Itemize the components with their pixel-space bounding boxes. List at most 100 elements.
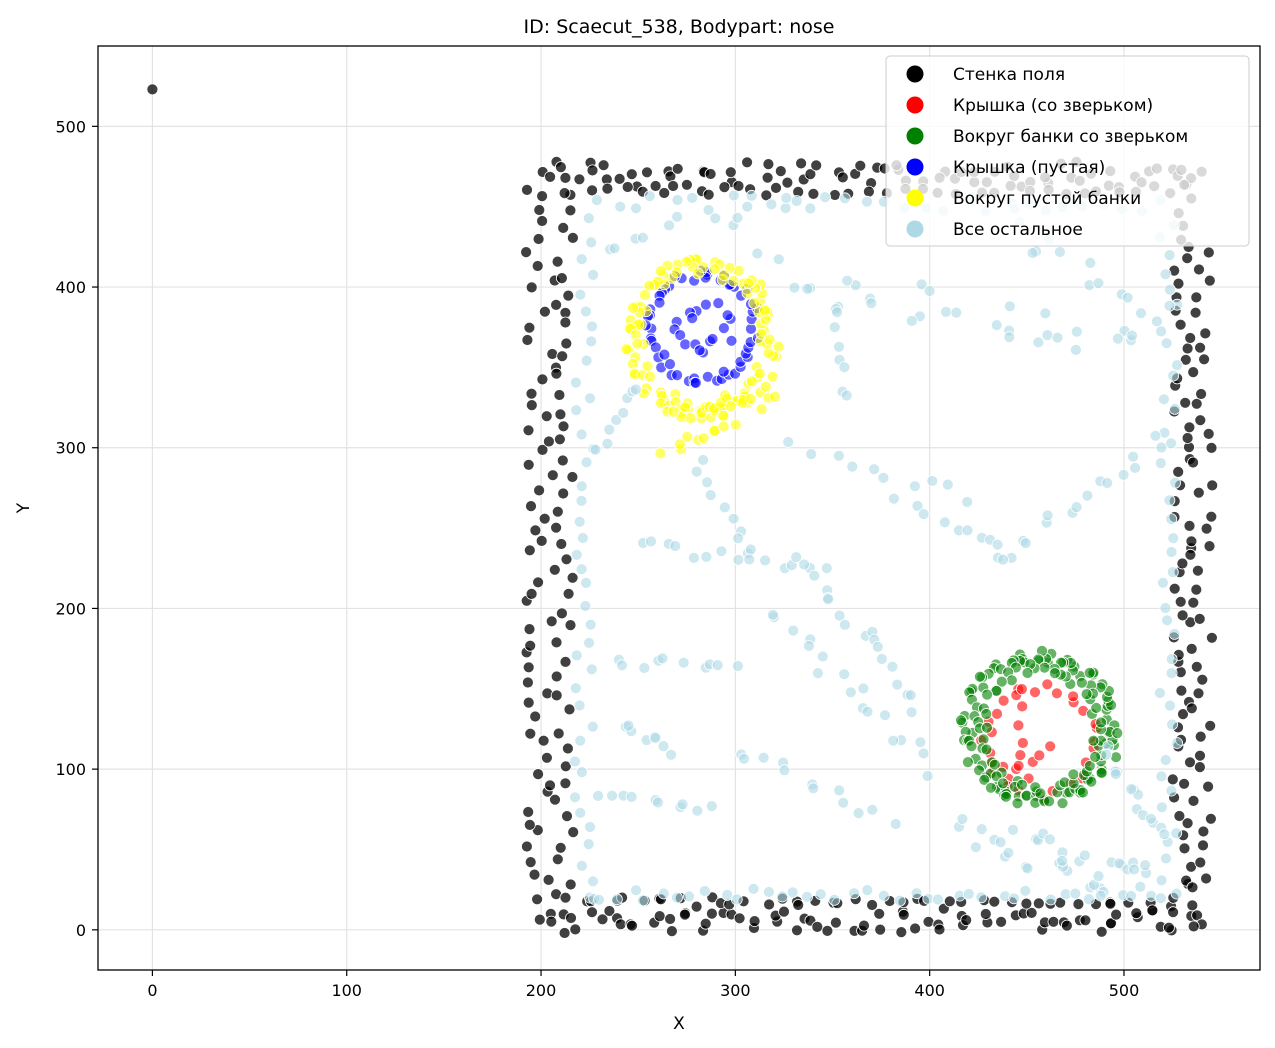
scatter-point bbox=[524, 639, 537, 652]
scatter-point bbox=[1011, 797, 1024, 810]
scatter-point bbox=[562, 742, 574, 755]
scatter-point bbox=[570, 649, 583, 662]
scatter-point bbox=[1083, 667, 1096, 679]
scatter-point bbox=[681, 430, 694, 443]
scatter-point bbox=[833, 449, 845, 462]
scatter-point bbox=[1019, 537, 1032, 550]
scatter-point bbox=[778, 764, 791, 777]
scatter-point bbox=[576, 766, 588, 778]
scatter-point bbox=[525, 588, 538, 600]
scatter-point bbox=[1205, 441, 1218, 454]
scatter-point bbox=[840, 389, 853, 402]
scatter-point bbox=[1165, 784, 1178, 797]
scatter-point bbox=[1171, 359, 1183, 372]
scatter-point bbox=[560, 553, 573, 566]
scatter-point bbox=[1164, 699, 1176, 712]
scatter-point bbox=[523, 544, 536, 557]
scatter-point bbox=[1104, 897, 1117, 910]
scatter-point bbox=[556, 350, 569, 363]
scatter-point bbox=[1184, 756, 1196, 769]
scatter-point bbox=[1185, 535, 1198, 548]
scatter-point bbox=[981, 688, 993, 701]
scatter-point bbox=[772, 253, 785, 266]
scatter-point bbox=[1056, 855, 1069, 867]
scatter-point bbox=[649, 180, 662, 192]
scatter-point bbox=[910, 887, 923, 900]
scatter-point bbox=[1187, 795, 1200, 807]
scatter-point bbox=[559, 891, 572, 904]
scatter-point bbox=[1177, 708, 1189, 720]
scatter-point bbox=[656, 652, 669, 665]
scatter-point bbox=[1205, 510, 1218, 523]
legend-label: Стенка поля bbox=[953, 65, 1065, 85]
scatter-point bbox=[805, 448, 818, 461]
scatter-point bbox=[665, 748, 677, 761]
scatter-point bbox=[1171, 737, 1183, 749]
scatter-point bbox=[626, 919, 638, 932]
scatter-point bbox=[708, 263, 721, 276]
scatter-point bbox=[1032, 336, 1045, 349]
scatter-point bbox=[833, 340, 845, 353]
scatter-point bbox=[523, 623, 536, 635]
scatter-point bbox=[980, 743, 993, 756]
scatter-point bbox=[1200, 522, 1213, 535]
scatter-point bbox=[658, 187, 671, 199]
scatter-point bbox=[544, 170, 556, 183]
scatter-point bbox=[1012, 759, 1025, 772]
scatter-point bbox=[788, 281, 801, 294]
scatter-point bbox=[828, 894, 841, 906]
scatter-point bbox=[674, 329, 687, 342]
scatter-point bbox=[1202, 780, 1214, 793]
x-tick-label: 100 bbox=[331, 981, 362, 1000]
scatter-point bbox=[586, 720, 599, 733]
scatter-point bbox=[921, 770, 934, 782]
scatter-point bbox=[766, 370, 779, 383]
scatter-point bbox=[731, 211, 744, 224]
scatter-point bbox=[709, 212, 722, 225]
scatter-point bbox=[574, 734, 587, 747]
scatter-point bbox=[1094, 889, 1107, 902]
scatter-point bbox=[601, 182, 614, 195]
scatter-point bbox=[1020, 897, 1033, 910]
scatter-point bbox=[1190, 660, 1203, 673]
scatter-point bbox=[692, 267, 704, 280]
scatter-point bbox=[1181, 342, 1194, 355]
scatter-point bbox=[576, 860, 588, 872]
scatter-point bbox=[873, 907, 886, 920]
scatter-point bbox=[1080, 688, 1093, 700]
scatter-point bbox=[757, 751, 770, 764]
scatter-point bbox=[1175, 684, 1188, 697]
x-axis-label: X bbox=[673, 1014, 685, 1034]
scatter-point bbox=[718, 181, 731, 194]
scatter-point bbox=[1079, 914, 1092, 927]
scatter-point bbox=[677, 656, 690, 669]
scatter-point bbox=[622, 719, 635, 732]
scatter-point bbox=[741, 156, 753, 169]
scatter-point bbox=[559, 171, 572, 184]
scatter-point bbox=[1165, 546, 1178, 558]
scatter-point bbox=[841, 274, 854, 287]
scatter-point bbox=[1187, 456, 1199, 469]
scatter-point bbox=[1196, 673, 1209, 686]
scatter-point bbox=[525, 500, 537, 513]
scatter-point bbox=[683, 890, 695, 903]
scatter-point bbox=[1056, 797, 1069, 810]
scatter-point bbox=[1193, 613, 1206, 625]
series-group bbox=[146, 83, 1219, 939]
scatter-point bbox=[887, 734, 900, 747]
scatter-point bbox=[962, 888, 975, 900]
scatter-point bbox=[1193, 263, 1205, 276]
scatter-point bbox=[819, 191, 831, 204]
scatter-point bbox=[1112, 332, 1124, 345]
scatter-point bbox=[584, 618, 597, 631]
y-tick-label: 300 bbox=[55, 439, 86, 458]
scatter-point bbox=[744, 543, 757, 556]
scatter-point bbox=[1151, 315, 1163, 328]
scatter-point bbox=[838, 668, 851, 681]
scatter-point bbox=[1085, 775, 1098, 788]
scatter-point bbox=[550, 521, 562, 534]
scatter-point bbox=[769, 390, 781, 403]
scatter-point bbox=[681, 178, 693, 191]
scatter-point bbox=[540, 410, 553, 423]
scatter-point bbox=[1154, 687, 1166, 699]
